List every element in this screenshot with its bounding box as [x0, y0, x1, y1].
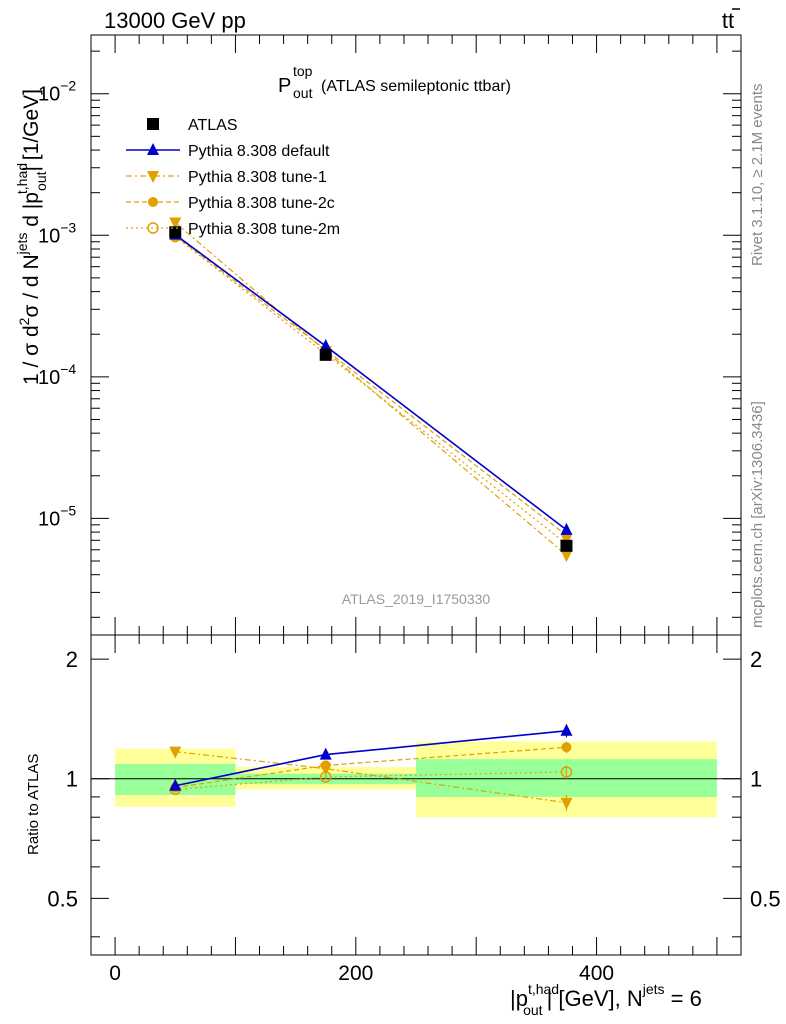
main-y-tick-label-0: 10−2: [38, 78, 76, 106]
main-line-4: [174, 236, 567, 545]
plot-title: P: [278, 75, 291, 97]
ratio-point-2-2: [560, 797, 573, 810]
ratio-y-tick-label-left-2: 2: [66, 647, 78, 672]
main-y-tick-label-3: 10−5: [38, 502, 76, 530]
main-line-1: [174, 234, 567, 531]
x-axis-ticks: 0 200 400: [109, 35, 718, 985]
legend-label-3: Pythia 8.308 tune-2c: [188, 195, 335, 212]
main-point-0-2: [560, 539, 573, 552]
legend-label-1: Pythia 8.308 default: [188, 143, 330, 160]
main-line-3: [174, 235, 567, 536]
analysis-id: ATLAS_2019_I1750330: [342, 591, 491, 607]
legend-marker-4: [147, 222, 159, 234]
x-axis-label: |pt,had out | [GeV], Njets = 6: [510, 981, 702, 1018]
x-tick-label-2: 400: [579, 962, 614, 985]
ratio-point-4-2: [560, 766, 573, 778]
main-y-tick-exp: −2: [60, 78, 76, 94]
header-right: tt: [722, 8, 734, 33]
main-y-tick-mant: 10: [38, 84, 60, 106]
main-series: [169, 217, 573, 563]
legend-marker-2: [147, 171, 159, 183]
main-point-0-0: [169, 226, 182, 239]
ratio-y-tick-label-right-1: 1: [750, 767, 762, 792]
main-point-0-1: [319, 348, 332, 361]
main-y-tick-mant: 10: [38, 367, 60, 389]
main-y-label: 1 / σ d2σ / d Njets d |pt,had out| [1/GeV…: [14, 89, 49, 385]
main-y-tick-label-1: 10−3: [38, 219, 76, 247]
header-left: 13000 GeV pp: [104, 8, 246, 33]
ratio-point-3-2: [561, 742, 572, 753]
x-tick-label-0: 0: [109, 962, 121, 985]
ratio-y-label: Ratio to ATLAS: [25, 754, 42, 855]
x-tick-label-1: 200: [338, 962, 373, 985]
legend: ATLAS Pythia 8.308 default Pythia 8.308 tu…: [126, 117, 340, 238]
main-y-tick-exp: −3: [60, 219, 76, 235]
ratio-point-1-0: [169, 778, 182, 791]
header-right-bar: t: [728, 8, 734, 33]
plot-title-sub: out: [293, 85, 313, 101]
main-point-1-1: [319, 339, 332, 352]
ratio-axis-ticks: 0.5 0.5 1 1 2 2: [47, 647, 781, 938]
ratio-frame: [90, 634, 742, 956]
ratio-point-4-1: [319, 771, 332, 783]
main-line-2: [174, 222, 567, 556]
main-y-tick-mant: 10: [38, 508, 60, 530]
main-y-tick-mant: 10: [38, 225, 60, 247]
plot-title-sup: top: [293, 63, 313, 79]
ratio-point-1-2: [560, 723, 573, 736]
main-axis-ticks: 10−210−310−410−5: [38, 50, 741, 618]
main-point-2-0: [169, 217, 182, 230]
legend-label-2: Pythia 8.308 tune-1: [188, 169, 327, 186]
main-y-tick-label-2: 10−4: [38, 361, 76, 389]
main-point-1-2: [560, 522, 573, 535]
ratio-series: [169, 723, 573, 811]
ratio-y-tick-label-right-0: 0.5: [750, 886, 781, 911]
legend-marker-3: [148, 197, 158, 207]
ratio-point-2-0: [169, 746, 182, 759]
plot-title-rest: (ATLAS semileptonic ttbar): [321, 78, 511, 95]
ratio-y-tick-label-right-2: 2: [750, 647, 762, 672]
legend-marker-1: [147, 143, 159, 155]
legend-marker-0: [147, 118, 159, 130]
ratio-line-2: [175, 751, 567, 804]
ratio-point-3-1: [320, 760, 331, 771]
ratio-y-tick-label-left-0: 0.5: [47, 886, 78, 911]
ratio-point-1-1: [319, 747, 332, 760]
rivet-label: Rivet 3.1.10, ≥ 2.1M events: [749, 84, 766, 267]
main-y-tick-exp: −4: [60, 361, 76, 377]
ratio-y-tick-label-left-1: 1: [66, 767, 78, 792]
legend-label-4: Pythia 8.308 tune-2m: [188, 221, 340, 238]
mcplots-label: mcplots.cern.ch [arXiv:1306.3436]: [749, 401, 766, 628]
main-point-2-2: [560, 550, 573, 563]
legend-label-0: ATLAS: [188, 117, 238, 134]
main-y-tick-exp: −5: [60, 502, 76, 518]
